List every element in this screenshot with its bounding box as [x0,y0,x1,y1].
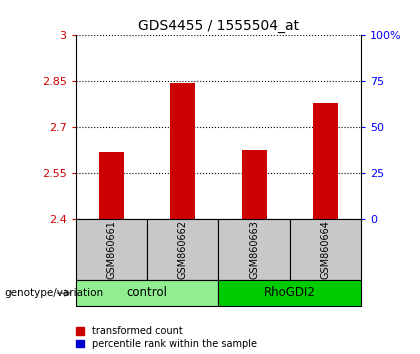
Bar [218,280,361,306]
Text: RhoGDI2: RhoGDI2 [264,286,316,299]
Bar [99,152,124,219]
Text: genotype/variation: genotype/variation [4,288,103,298]
Bar [147,219,218,280]
Bar [76,280,218,306]
Text: GSM860664: GSM860664 [320,220,331,279]
Bar [170,83,195,219]
Bar [290,219,361,280]
Bar [313,218,338,219]
Bar [241,150,267,219]
Text: GSM860663: GSM860663 [249,220,259,279]
Bar [218,219,290,280]
Legend: transformed count, percentile rank within the sample: transformed count, percentile rank withi… [76,326,257,349]
Bar [313,103,338,219]
Bar [170,218,195,219]
Text: GSM860662: GSM860662 [178,220,188,279]
Bar [76,219,147,280]
Text: GSM860661: GSM860661 [106,220,116,279]
Text: control: control [126,286,168,299]
Title: GDS4455 / 1555504_at: GDS4455 / 1555504_at [138,19,299,33]
